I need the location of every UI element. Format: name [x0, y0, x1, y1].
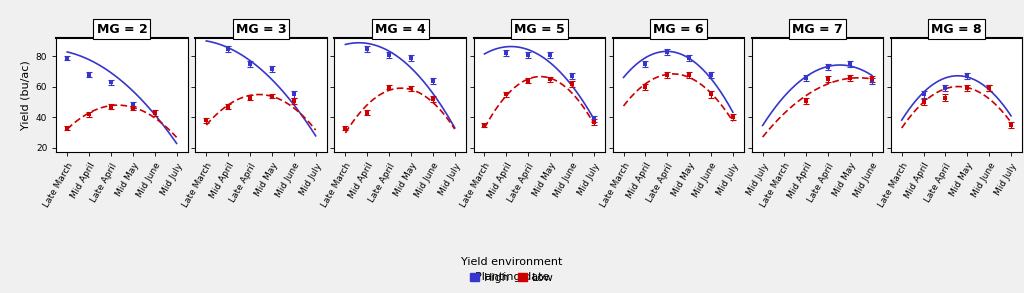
Title: MG = 2: MG = 2: [96, 23, 147, 35]
Title: MG = 5: MG = 5: [514, 23, 564, 35]
Legend: High, Low: High, Low: [457, 253, 567, 287]
Title: MG = 8: MG = 8: [931, 23, 982, 35]
Text: Planting date: Planting date: [475, 272, 549, 282]
Y-axis label: Yield (bu/ac): Yield (bu/ac): [20, 60, 31, 130]
Title: MG = 3: MG = 3: [236, 23, 287, 35]
Title: MG = 4: MG = 4: [375, 23, 425, 35]
Title: MG = 6: MG = 6: [653, 23, 703, 35]
Title: MG = 7: MG = 7: [792, 23, 843, 35]
